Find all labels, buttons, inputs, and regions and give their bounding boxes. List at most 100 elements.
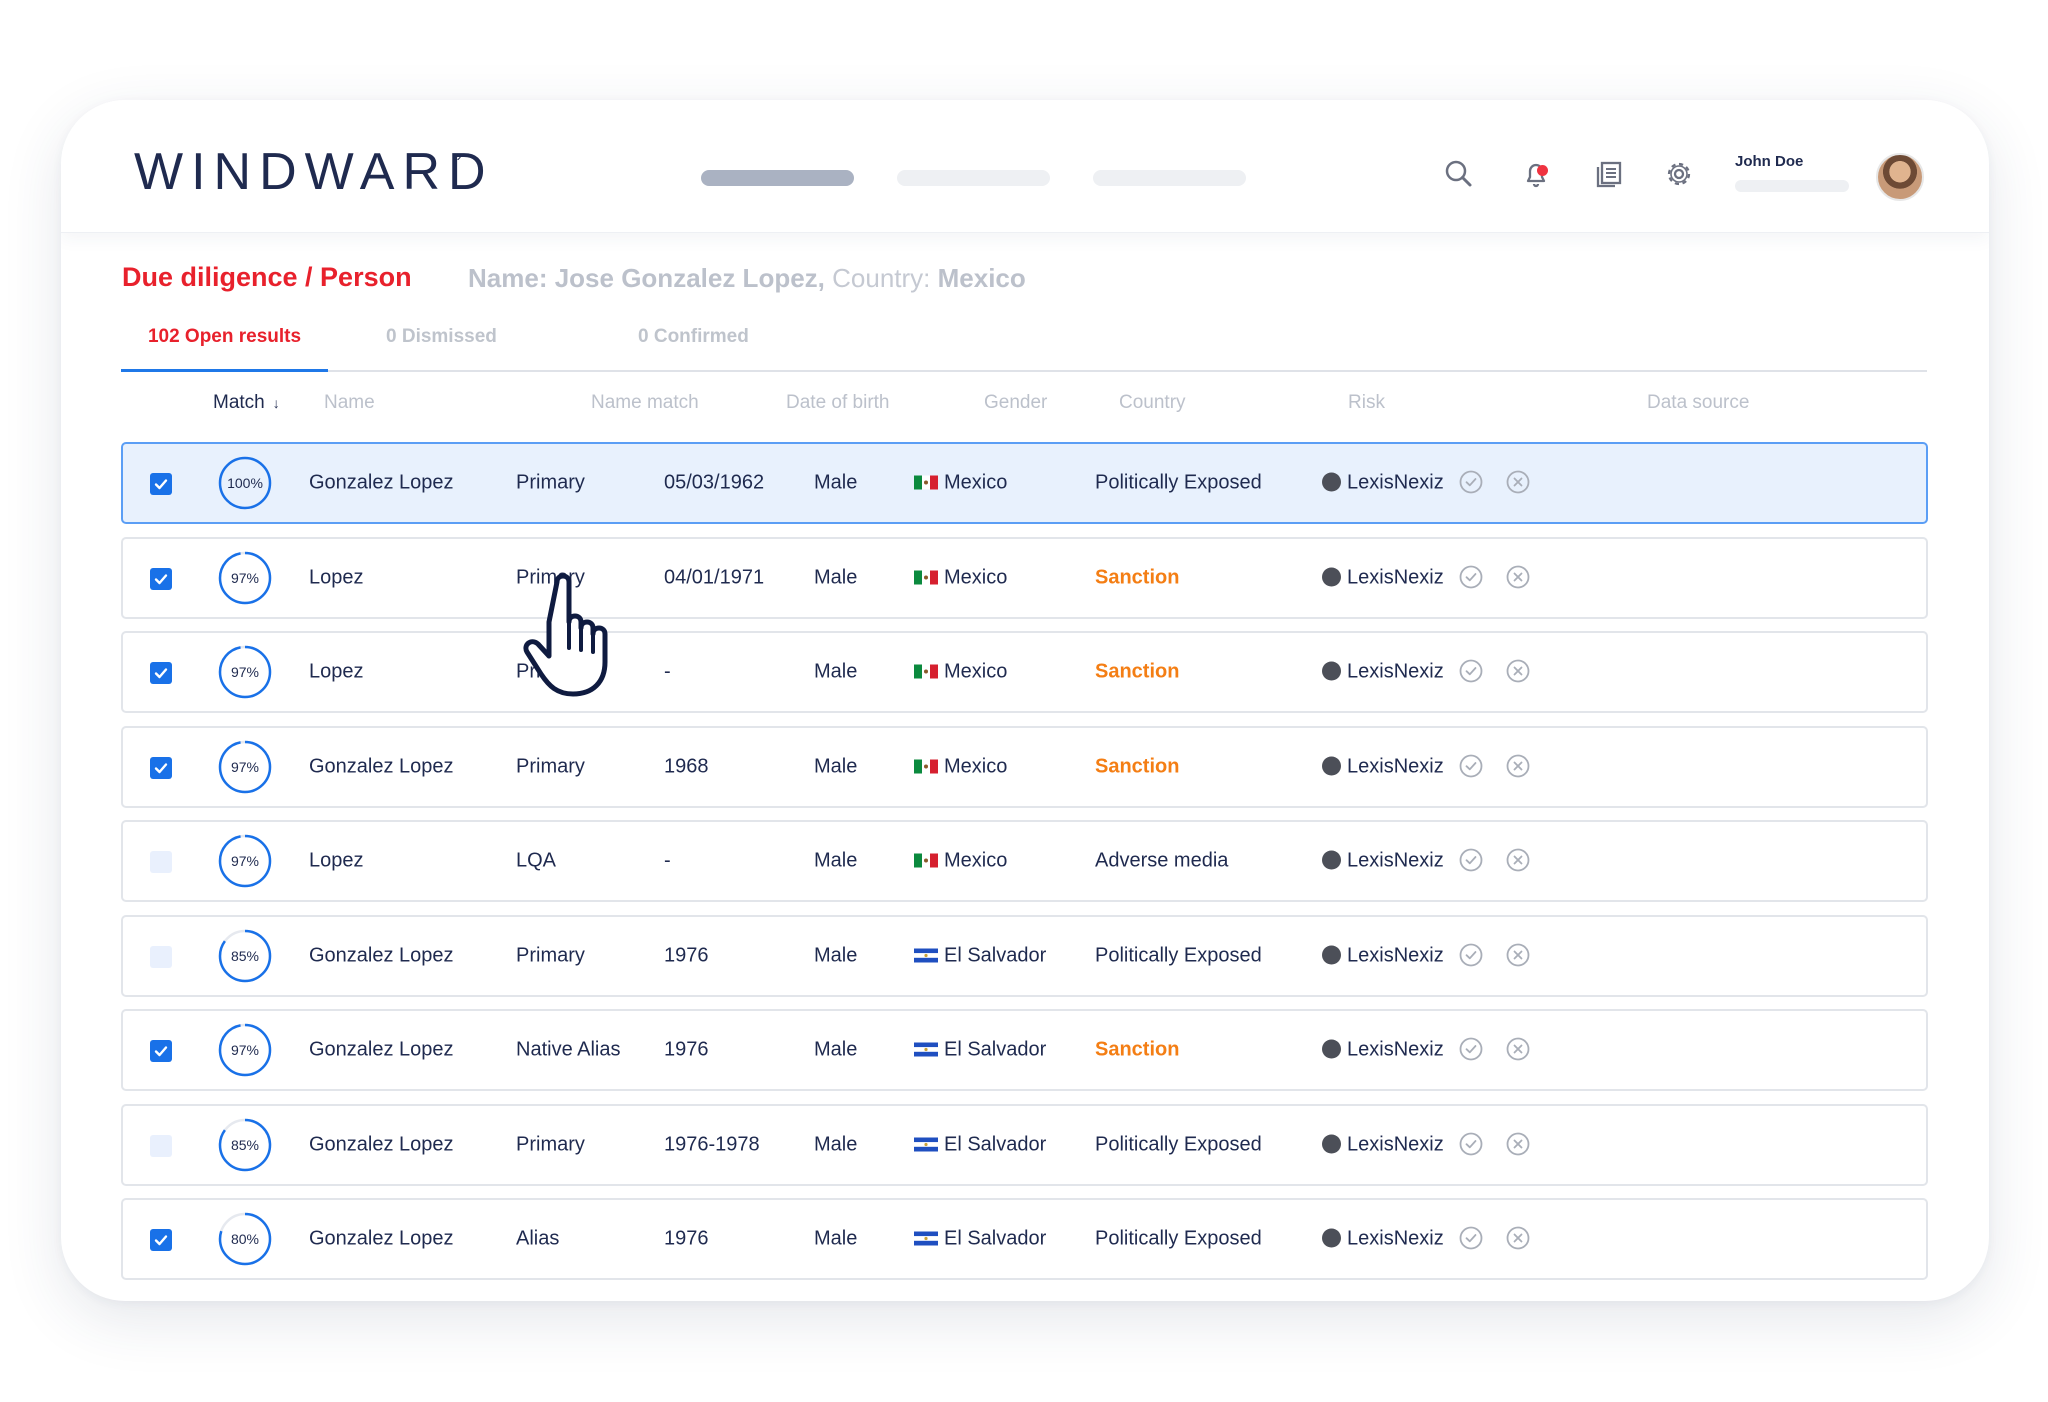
match-score: 85% (230, 1136, 260, 1153)
subject-country-label: Country: (832, 263, 931, 293)
user-name[interactable]: John Doe (1735, 153, 1804, 170)
row-checkbox[interactable] (150, 1134, 172, 1157)
table-row[interactable]: 100% Gonzalez Lopez Primary 05/03/1962 M… (121, 442, 1928, 524)
dismiss-icon[interactable] (1505, 847, 1531, 873)
column-header-name-match[interactable]: Name match (591, 392, 699, 413)
confirm-icon[interactable] (1458, 469, 1484, 495)
confirm-icon[interactable] (1458, 564, 1484, 590)
row-date-of-birth: 1976 (664, 1227, 709, 1250)
row-name: Gonzalez Lopez (309, 755, 454, 777)
results-tabs: 102 Open results 0 Dismissed 0 Confirmed (121, 322, 1927, 372)
dismiss-icon[interactable] (1505, 469, 1531, 495)
table-row[interactable]: 97% Lopez LQA - Male Mexico Adverse medi… (121, 820, 1928, 902)
data-source-icon (1322, 945, 1341, 964)
row-checkbox[interactable] (150, 1229, 172, 1251)
dismiss-icon[interactable] (1505, 942, 1531, 968)
row-date-of-birth: 1976 (664, 944, 709, 966)
reports-icon[interactable] (1591, 156, 1627, 192)
row-checkbox[interactable] (150, 662, 172, 684)
search-subject: Name: Jose Gonzalez Lopez, Country: Mexi… (468, 263, 1026, 294)
row-risk: Adverse media (1095, 849, 1229, 872)
windward-logo[interactable]: WINDWARD (134, 143, 494, 201)
row-country: Mexico (914, 661, 1007, 684)
confirm-icon[interactable] (1458, 1225, 1484, 1251)
confirm-icon[interactable] (1458, 1036, 1484, 1062)
row-data-source: LexisNexiz (1322, 1133, 1444, 1156)
tab-dismissed[interactable]: 0 Dismissed (386, 326, 497, 347)
row-country-label: Mexico (944, 566, 1008, 588)
row-checkbox[interactable] (150, 473, 172, 495)
nav-item-3[interactable] (1093, 170, 1246, 186)
subject-name-label: Name: (468, 263, 548, 293)
row-risk: Politically Exposed (1095, 1227, 1262, 1250)
gear-icon[interactable] (1661, 156, 1697, 192)
table-row[interactable]: 97% Lopez Primary 04/01/1971 Male Mexico… (121, 536, 1928, 619)
tab-confirmed[interactable]: 0 Confirmed (638, 326, 749, 347)
table-row[interactable]: 85% Gonzalez Lopez Primary 1976-1978 Mal… (121, 1103, 1928, 1186)
row-data-source: LexisNexiz (1322, 850, 1444, 873)
row-name: Gonzalez Lopez (309, 944, 454, 966)
column-header-risk[interactable]: Risk (1348, 392, 1385, 413)
dismiss-icon[interactable] (1505, 658, 1531, 684)
row-data-source-label: LexisNexiz (1347, 1038, 1444, 1061)
row-checkbox[interactable] (150, 1040, 172, 1062)
row-name: Lopez (309, 849, 364, 872)
column-header-gender[interactable]: Gender (984, 392, 1048, 413)
confirm-icon[interactable] (1458, 942, 1484, 968)
confirm-icon[interactable] (1458, 753, 1484, 779)
match-score: 97% (230, 569, 260, 586)
confirm-icon[interactable] (1458, 847, 1484, 873)
row-gender: Male (814, 755, 858, 777)
search-icon[interactable] (1441, 156, 1477, 192)
column-header-data-source[interactable]: Data source (1647, 392, 1750, 413)
nav-item-1[interactable] (701, 170, 854, 186)
table-row[interactable]: 97% Lopez Primary - Male Mexico Sanction… (121, 631, 1928, 713)
row-gender: Male (814, 1227, 858, 1250)
row-checkbox[interactable] (150, 756, 172, 779)
nav-item-2[interactable] (897, 170, 1050, 186)
tab-open-results[interactable]: 102 Open results (121, 322, 328, 372)
dismiss-icon[interactable] (1505, 1131, 1531, 1157)
row-checkbox[interactable] (150, 945, 172, 968)
table-row[interactable]: 85% Gonzalez Lopez Primary 1976 Male El … (121, 914, 1928, 997)
top-header: WINDWARD ‹› John Doe (61, 100, 1989, 233)
checkmark-icon (154, 573, 168, 584)
table-row[interactable]: 80% Gonzalez Lopez Alias 1976 Male El Sa… (121, 1198, 1928, 1280)
row-country: El Salvador (914, 1133, 1046, 1156)
row-gender: Male (814, 471, 858, 494)
dismiss-icon[interactable] (1505, 753, 1531, 779)
data-source-icon (1322, 1039, 1341, 1059)
table-row[interactable]: 97% Gonzalez Lopez Native Alias 1976 Mal… (121, 1009, 1928, 1091)
row-checkbox[interactable] (150, 851, 172, 873)
logo-mark: ‹› (452, 148, 462, 164)
match-score: 97% (230, 1042, 260, 1058)
confirm-icon[interactable] (1458, 658, 1484, 684)
row-gender: Male (814, 1133, 858, 1155)
table-row[interactable]: 97% Gonzalez Lopez Primary 1968 Male Mex… (121, 725, 1928, 808)
row-data-source-label: LexisNexiz (1347, 1227, 1444, 1250)
row-gender: Male (814, 849, 858, 872)
bell-icon[interactable] (1518, 156, 1554, 192)
user-role-placeholder (1735, 180, 1849, 192)
row-name: Gonzalez Lopez (309, 1038, 454, 1061)
data-source-icon (1322, 472, 1341, 492)
row-risk: Sanction (1095, 566, 1180, 588)
el-salvador-flag-icon (914, 1231, 938, 1246)
confirm-icon[interactable] (1458, 1131, 1484, 1157)
row-risk: Sanction (1095, 1038, 1180, 1061)
row-country: Mexico (914, 850, 1007, 873)
match-score-ring: 85% (217, 928, 273, 984)
dismiss-icon[interactable] (1505, 1036, 1531, 1062)
row-country: Mexico (914, 755, 1007, 778)
row-country-label: El Salvador (944, 944, 1047, 966)
dismiss-icon[interactable] (1505, 564, 1531, 590)
column-header-date-of-birth[interactable]: Date of birth (786, 392, 890, 413)
row-checkbox[interactable] (150, 567, 172, 590)
column-header-country[interactable]: Country (1119, 392, 1186, 413)
subject-name: Jose Gonzalez Lopez, (554, 263, 825, 293)
dismiss-icon[interactable] (1505, 1225, 1531, 1251)
row-data-source-label: LexisNexiz (1347, 1133, 1444, 1155)
avatar[interactable] (1876, 153, 1924, 201)
column-header-match[interactable]: Match ↓ (213, 392, 280, 413)
column-header-name[interactable]: Name (324, 392, 375, 413)
